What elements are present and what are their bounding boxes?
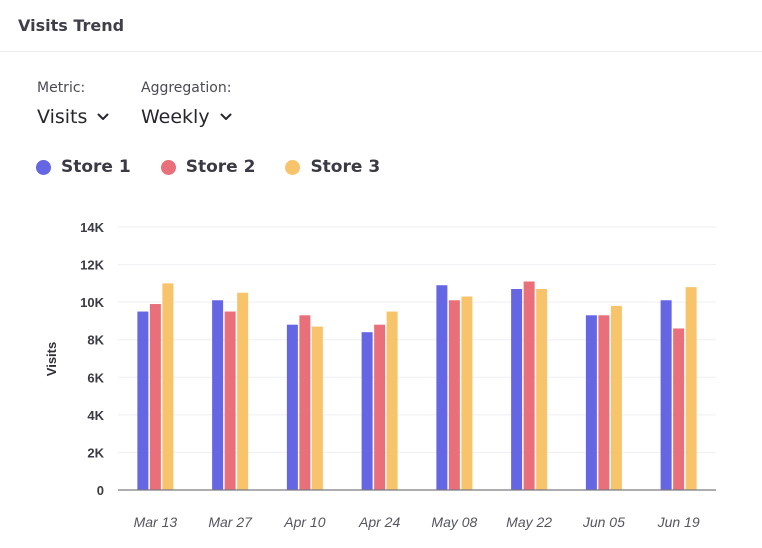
y-tick-label: 10K (80, 295, 104, 310)
metric-select[interactable]: Visits (37, 106, 109, 128)
aggregation-control: Aggregation: Weekly (141, 80, 232, 128)
axis-layer: 0 2K 4K 6K 8K 10K 12K 14K Mar 13 Mar 27 Apr 10 Apr … (80, 220, 716, 530)
chevron-down-icon (220, 113, 232, 120)
bar-store-1[interactable] (286, 324, 298, 490)
bar-store-1[interactable] (436, 285, 448, 490)
legend-dot-store-3 (285, 159, 301, 175)
bar-store-2[interactable] (149, 304, 161, 490)
y-tick-label: 12K (80, 258, 104, 273)
metric-label: Metric: (37, 80, 86, 96)
y-tick-label: 14K (80, 220, 104, 235)
bar-store-1[interactable] (585, 315, 597, 490)
bar-store-3[interactable] (386, 311, 398, 490)
y-tick-label: 6K (87, 370, 104, 385)
x-tick-label: May 22 (506, 514, 552, 530)
card-title: Visits Trend (18, 16, 125, 35)
legend-label-store-3: Store 3 (310, 157, 381, 177)
bar-store-2[interactable] (673, 328, 685, 490)
bar-store-2[interactable] (523, 281, 535, 490)
chart-legend: Store 1 Store 2 Store 3 (36, 157, 410, 177)
legend-label-store-1: Store 1 (61, 157, 131, 177)
bar-store-3[interactable] (311, 326, 323, 490)
card-header: Visits Trend (0, 0, 762, 52)
legend-label-store-2: Store 2 (185, 157, 256, 177)
x-tick-label: Jun 05 (582, 514, 625, 530)
grid-layer (118, 226, 716, 453)
y-tick-label: 8K (87, 333, 104, 348)
legend-dot-store-2 (160, 159, 176, 175)
aggregation-value: Weekly (141, 106, 210, 128)
bar-store-1[interactable] (511, 288, 523, 490)
legend-dot-store-1 (36, 159, 51, 175)
bar-store-3[interactable] (237, 292, 249, 490)
x-tick-label: May 08 (431, 514, 477, 530)
bar-store-2[interactable] (374, 324, 386, 490)
x-tick-label: Jun 19 (657, 514, 700, 530)
bar-store-1[interactable] (212, 300, 224, 490)
y-tick-label: 2K (87, 445, 104, 460)
chevron-down-icon (97, 113, 109, 120)
bar-store-3[interactable] (685, 287, 697, 490)
bar-store-3[interactable] (536, 288, 548, 490)
bar-store-2[interactable] (448, 300, 460, 490)
bar-store-1[interactable] (361, 332, 373, 490)
bar-store-2[interactable] (224, 311, 236, 490)
bar-store-2[interactable] (299, 315, 311, 490)
bar-store-2[interactable] (598, 315, 610, 490)
metric-value: Visits (37, 106, 88, 128)
aggregation-select[interactable]: Weekly (141, 106, 232, 128)
x-tick-label: Mar 13 (134, 514, 178, 530)
x-tick-label: Apr 24 (358, 514, 400, 530)
bar-store-1[interactable] (137, 311, 149, 490)
x-tick-label: Mar 27 (208, 514, 253, 530)
metric-control: Metric: Visits (37, 80, 109, 128)
bar-store-3[interactable] (610, 305, 622, 490)
bars-layer (137, 281, 697, 490)
legend-item-store-2[interactable]: Store 2 (160, 157, 256, 177)
bar-store-3[interactable] (162, 283, 174, 490)
legend-item-store-1[interactable]: Store 1 (36, 157, 131, 177)
bar-store-1[interactable] (660, 300, 672, 490)
aggregation-label: Aggregation: (141, 80, 232, 96)
legend-item-store-3[interactable]: Store 3 (285, 157, 380, 177)
bar-store-3[interactable] (461, 296, 473, 490)
y-tick-label: 0 (97, 483, 104, 498)
y-axis-label: Visits (44, 342, 59, 376)
x-tick-label: Apr 10 (283, 514, 325, 530)
y-tick-label: 4K (87, 408, 104, 423)
